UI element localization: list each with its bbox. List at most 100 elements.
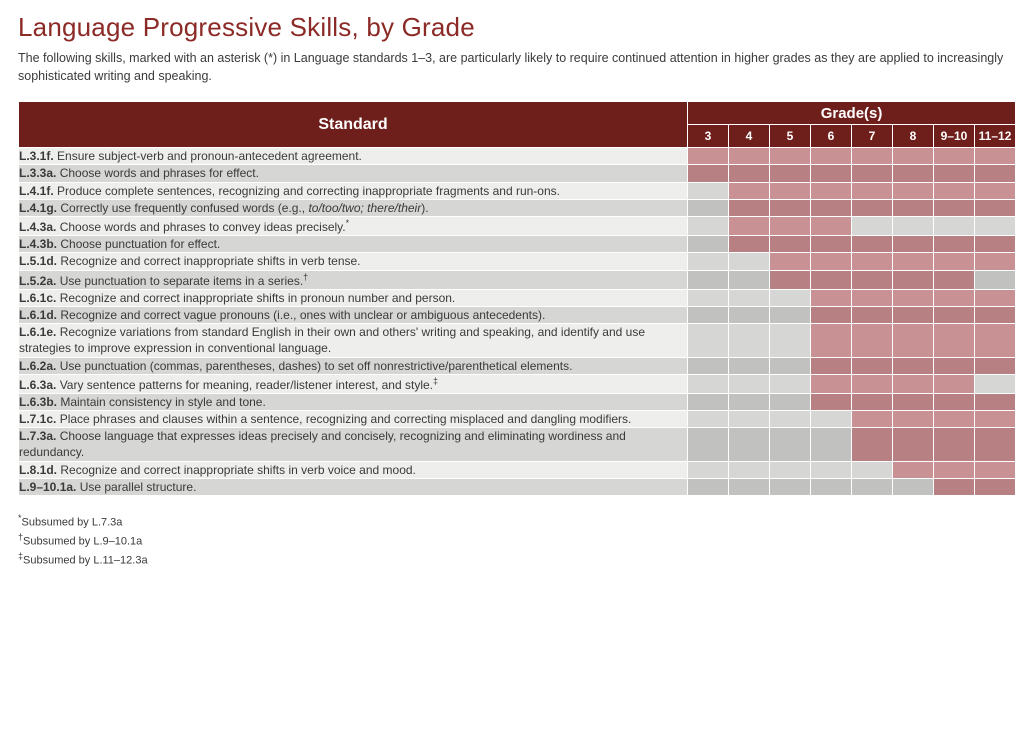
grade-cell [811, 217, 851, 235]
grade-cell [811, 479, 851, 495]
grade-cell [688, 183, 728, 199]
grade-cell [688, 411, 728, 427]
footnote-text: Subsumed by L.9–10.1a [23, 536, 142, 548]
standard-text: Use punctuation to separate items in a s… [56, 274, 303, 288]
grade-cell [893, 271, 933, 289]
grade-cell [852, 236, 892, 252]
standard-cell: L.9–10.1a. Use parallel structure. [19, 479, 687, 495]
standard-cell: L.8.1d. Recognize and correct inappropri… [19, 462, 687, 478]
grade-cell [975, 428, 1015, 460]
grade-cell [688, 428, 728, 460]
standard-text: Choose words and phrases to convey ideas… [56, 220, 345, 234]
grade-cell [934, 253, 974, 269]
footnote: †Subsumed by L.9–10.1a [18, 531, 1006, 550]
standard-text-italic: to/too/two; there/their [308, 201, 421, 215]
grade-cell [729, 411, 769, 427]
grade-cell [852, 479, 892, 495]
grade-cell [770, 307, 810, 323]
grade-cell [770, 290, 810, 306]
grade-cell [729, 375, 769, 393]
grade-col-header: 3 [688, 125, 728, 147]
grade-cell [729, 148, 769, 164]
grade-col-header: 6 [811, 125, 851, 147]
standard-cell: L.4.3b. Choose punctuation for effect. [19, 236, 687, 252]
header-row-1: Standard Grade(s) [19, 102, 1015, 124]
grade-col-header: 9–10 [934, 125, 974, 147]
footnote-marker: † [303, 272, 308, 282]
grade-cell [852, 290, 892, 306]
grade-cell [729, 479, 769, 495]
grade-cell [975, 307, 1015, 323]
table-row: L.9–10.1a. Use parallel structure. [19, 479, 1015, 495]
grade-cell [729, 200, 769, 216]
grade-cell [852, 462, 892, 478]
page-root: Language Progressive Skills, by Grade Th… [0, 0, 1024, 587]
standard-text: Choose language that expresses ideas pre… [19, 429, 626, 459]
footnote: ‡Subsumed by L.11–12.3a [18, 550, 1006, 569]
standard-text: Recognize and correct vague pronouns (i.… [57, 308, 545, 322]
standard-text: Produce complete sentences, recognizing … [54, 184, 560, 198]
grade-cell [893, 165, 933, 181]
grade-cell [811, 411, 851, 427]
grade-cell [688, 394, 728, 410]
table-row: L.6.1c. Recognize and correct inappropri… [19, 290, 1015, 306]
table-row: L.3.3a. Choose words and phrases for eff… [19, 165, 1015, 181]
grade-cell [893, 462, 933, 478]
grade-cell [688, 462, 728, 478]
table-head: Standard Grade(s) 3456789–1011–12 [19, 102, 1015, 147]
standard-cell: L.5.2a. Use punctuation to separate item… [19, 271, 687, 289]
grade-cell [729, 165, 769, 181]
grade-cell [975, 375, 1015, 393]
standard-cell: L.7.1c. Place phrases and clauses within… [19, 411, 687, 427]
grade-cell [934, 236, 974, 252]
grade-cell [729, 358, 769, 374]
grade-cell [893, 411, 933, 427]
grade-cell [975, 253, 1015, 269]
grade-cell [934, 358, 974, 374]
grade-cell [688, 324, 728, 356]
grade-cell [688, 165, 728, 181]
standard-text: Correctly use frequently confused words … [57, 201, 308, 215]
grade-cell [934, 183, 974, 199]
grade-cell [729, 307, 769, 323]
grade-cell [688, 271, 728, 289]
grade-cell [852, 165, 892, 181]
grade-col-header: 11–12 [975, 125, 1015, 147]
table-row: L.7.1c. Place phrases and clauses within… [19, 411, 1015, 427]
grade-cell [893, 375, 933, 393]
standard-cell: L.6.3b. Maintain consistency in style an… [19, 394, 687, 410]
standard-text: Place phrases and clauses within a sente… [56, 412, 631, 426]
grade-cell [770, 358, 810, 374]
grade-cell [811, 324, 851, 356]
grade-cell [770, 428, 810, 460]
grade-cell [688, 148, 728, 164]
grade-cell [893, 236, 933, 252]
standard-cell: L.7.3a. Choose language that expresses i… [19, 428, 687, 460]
grade-cell [975, 462, 1015, 478]
standard-text: Recognize and correct inappropriate shif… [57, 254, 361, 268]
grade-cell [934, 165, 974, 181]
grade-cell [688, 200, 728, 216]
grade-cell [852, 324, 892, 356]
grade-cell [934, 148, 974, 164]
grade-cell [934, 479, 974, 495]
table-row: L.4.1g. Correctly use frequently confuse… [19, 200, 1015, 216]
standard-cell: L.6.3a. Vary sentence patterns for meani… [19, 375, 687, 393]
grade-cell [770, 165, 810, 181]
grade-cell [852, 411, 892, 427]
grade-cell [811, 183, 851, 199]
grade-cell [934, 428, 974, 460]
table-row: L.4.3b. Choose punctuation for effect. [19, 236, 1015, 252]
grade-cell [770, 271, 810, 289]
grade-cell [688, 253, 728, 269]
grade-cell [934, 462, 974, 478]
table-row: L.7.3a. Choose language that expresses i… [19, 428, 1015, 460]
grade-cell [934, 394, 974, 410]
footnote-marker: * [346, 218, 350, 228]
grade-cell [893, 479, 933, 495]
standard-code: L.6.1e. [19, 325, 56, 339]
header-grades: Grade(s) [688, 102, 1015, 124]
grade-cell [770, 462, 810, 478]
standard-text: Maintain consistency in style and tone. [57, 395, 266, 409]
standard-cell: L.5.1d. Recognize and correct inappropri… [19, 253, 687, 269]
